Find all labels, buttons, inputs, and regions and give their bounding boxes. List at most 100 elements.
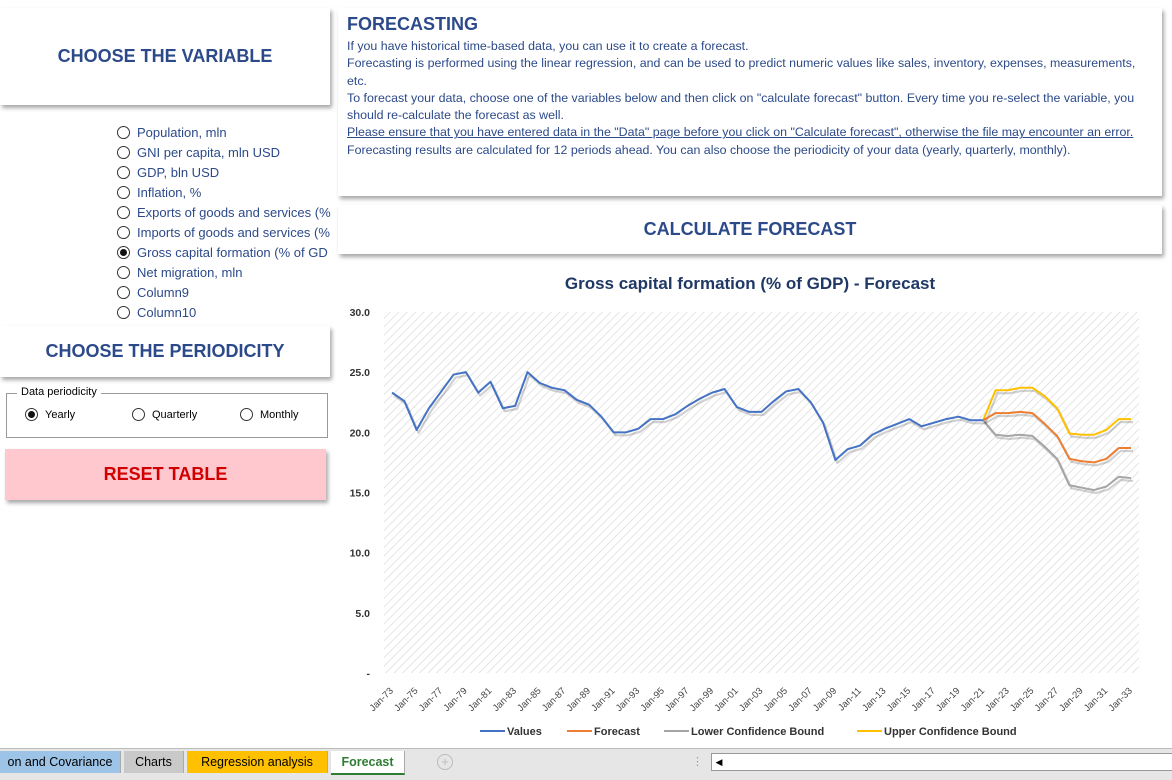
x-tick-label: Jan-09 — [811, 686, 839, 714]
y-tick-label: 20.0 — [350, 427, 371, 439]
x-tick-label: Jan-21 — [959, 686, 987, 714]
info-panel: FORECASTING If you have historical time-… — [338, 8, 1162, 196]
variable-option[interactable]: GDP, bln USD — [117, 162, 331, 182]
radio-icon — [117, 225, 130, 239]
radio-icon — [240, 408, 253, 421]
legend-label: Forecast — [594, 726, 640, 738]
add-sheet-icon[interactable]: + — [437, 754, 453, 770]
series-line — [982, 419, 1132, 492]
variable-option[interactable]: GNI per capita, mln USD — [117, 142, 331, 162]
x-tick-label: Jan-91 — [589, 686, 617, 714]
reset-table-button[interactable]: RESET TABLE — [5, 449, 326, 500]
x-tick-label: Jan-07 — [786, 686, 814, 714]
legend-label: Lower Confidence Bound — [691, 726, 824, 738]
radio-icon — [117, 125, 130, 139]
variable-option[interactable]: Imports of goods and services (% — [117, 222, 331, 242]
series-line — [391, 371, 984, 462]
choose-periodicity-button[interactable]: CHOOSE THE PERIODICITY — [0, 326, 330, 377]
plot-area — [384, 312, 1139, 673]
tab-regression-analysis[interactable]: Regression analysis — [187, 751, 328, 773]
series-line — [982, 386, 1131, 436]
x-tick-label: Jan-13 — [860, 686, 888, 714]
chart-title: Gross capital formation (% of GDP) - For… — [565, 274, 936, 293]
variable-radio-list: Population, mln GNI per capita, mln USD GD… — [117, 122, 331, 322]
tab-correlation-covariance[interactable]: on and Covariance — [0, 751, 121, 773]
radio-yearly[interactable]: Yearly — [25, 408, 75, 421]
variable-option[interactable]: Net migration, mln — [117, 262, 331, 282]
y-tick-label: 25.0 — [350, 367, 371, 379]
x-tick-label: Jan-89 — [565, 686, 593, 714]
periodicity-group: Data periodicity Yearly Quarterly Monthl… — [6, 386, 328, 438]
radio-icon — [117, 165, 130, 179]
variable-option[interactable]: Column9 — [117, 282, 331, 302]
variable-option[interactable]: Gross capital formation (% of GD — [117, 242, 331, 262]
x-tick-label: Jan-01 — [712, 686, 740, 714]
radio-yearly-label: Yearly — [45, 408, 76, 421]
x-tick-label: Jan-05 — [762, 686, 790, 714]
variable-option-label: Exports of goods and services (% — [137, 204, 331, 220]
x-tick-label: Jan-11 — [836, 686, 864, 714]
variable-option[interactable]: Exports of goods and services (% — [117, 202, 331, 222]
x-tick-label: Jan-95 — [639, 686, 667, 714]
x-tick-label: Jan-29 — [1057, 686, 1085, 714]
radio-icon — [117, 185, 130, 199]
x-tick-label: Jan-79 — [441, 686, 469, 714]
calculate-forecast-button[interactable]: CALCULATE FORECAST — [338, 205, 1162, 254]
x-tick-label: Jan-19 — [934, 686, 962, 714]
x-tick-label: Jan-99 — [688, 686, 716, 714]
scroll-left-icon[interactable]: ◀ — [711, 753, 727, 771]
variable-option-label: GDP, bln USD — [137, 164, 220, 180]
radio-icon — [117, 145, 130, 159]
x-tick-label: Jan-77 — [417, 686, 445, 714]
x-tick-label: Jan-75 — [392, 686, 420, 714]
radio-icon — [117, 265, 130, 279]
variable-option-label: Column10 — [137, 304, 197, 320]
choose-variable-button[interactable]: CHOOSE THE VARIABLE — [0, 8, 330, 105]
info-title: FORECASTING — [347, 14, 479, 34]
legend-label: Values — [507, 726, 542, 738]
radio-icon — [117, 245, 130, 259]
radio-monthly[interactable]: Monthly — [240, 408, 299, 421]
info-line: Forecasting results are calculated for 1… — [347, 142, 1071, 157]
x-tick-label: Jan-31 — [1082, 686, 1110, 714]
variable-option[interactable]: Population, mln — [117, 122, 331, 142]
x-tick-label: Jan-23 — [983, 686, 1011, 714]
splitter-handle-icon[interactable]: ⋮ — [692, 756, 703, 768]
forecast-chart: Gross capital formation (% of GDP) - For… — [338, 262, 1162, 746]
radio-icon — [117, 285, 130, 299]
variable-option-label: Net migration, mln — [137, 264, 243, 280]
variable-option[interactable]: Inflation, % — [117, 182, 331, 202]
horizontal-scrollbar[interactable] — [726, 753, 1172, 771]
forecast-chart-svg: Gross capital formation (% of GDP) - For… — [350, 274, 1139, 738]
info-line: If you have historical time-based data, … — [347, 39, 749, 53]
y-tick-label: 15.0 — [350, 488, 371, 500]
radio-icon — [117, 305, 130, 319]
variable-option-label: GNI per capita, mln USD — [137, 144, 281, 160]
info-line: To forecast your data, choose one of the… — [347, 90, 1135, 123]
radio-icon — [117, 205, 130, 219]
x-tick-label: Jan-73 — [368, 686, 396, 714]
info-warning-link[interactable]: Please ensure that you have entered data… — [347, 125, 1134, 140]
x-tick-label: Jan-87 — [540, 686, 568, 714]
x-tick-label: Jan-97 — [663, 686, 691, 714]
x-tick-label: Jan-83 — [491, 686, 519, 714]
radio-quarterly-label: Quarterly — [152, 408, 198, 421]
y-tick-label: - — [367, 668, 371, 680]
info-text: If you have historical time-based data, … — [347, 38, 1154, 159]
radio-icon — [132, 408, 145, 421]
variable-option[interactable]: Column10 — [117, 302, 331, 322]
variable-option-label: Gross capital formation (% of GD — [137, 244, 328, 260]
tab-charts[interactable]: Charts — [124, 751, 184, 773]
x-tick-label: Jan-15 — [885, 686, 913, 714]
x-tick-label: Jan-17 — [909, 686, 937, 714]
radio-quarterly[interactable]: Quarterly — [132, 408, 197, 421]
variable-option-label: Population, mln — [137, 124, 227, 140]
legend-label: Upper Confidence Bound — [884, 726, 1017, 738]
x-tick-label: Jan-93 — [614, 686, 642, 714]
tab-forecast[interactable]: Forecast — [331, 751, 405, 775]
info-line: Forecasting is performed using the linea… — [347, 56, 1136, 88]
y-tick-label: 30.0 — [350, 307, 371, 319]
y-tick-label: 10.0 — [350, 548, 371, 560]
x-tick-label: Jan-33 — [1107, 686, 1135, 714]
x-tick-label: Jan-27 — [1033, 686, 1061, 714]
